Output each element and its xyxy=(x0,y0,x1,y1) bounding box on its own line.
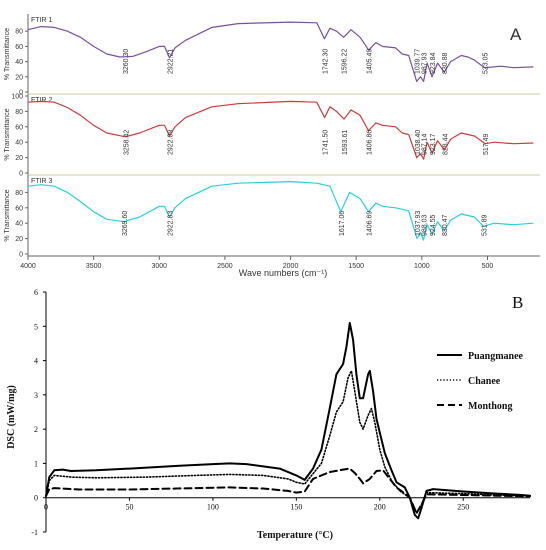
dsc-y-tick-label: 1 xyxy=(34,459,38,468)
ftir-y-tick-label: 80 xyxy=(15,190,23,197)
ftir-peak-label: 2922.83 xyxy=(167,211,174,236)
dsc-y-tick-label: 2 xyxy=(34,425,38,434)
ftir-peak-label: 923.84 xyxy=(430,52,437,74)
ftir-spectrum-3 xyxy=(27,181,534,241)
ftir-x-tick-label: 1000 xyxy=(414,263,430,270)
ftir-peak-label: 531.89 xyxy=(481,214,488,236)
ftir-x-tick-label: 3500 xyxy=(86,263,102,270)
dsc-x-tick-label: 250 xyxy=(457,503,469,512)
ftir-panel-label: A xyxy=(510,25,522,44)
ftir-x-tick-label: 2000 xyxy=(283,263,299,270)
ftir-peak-label: 988.03 xyxy=(421,214,428,236)
ftir-y-tick-label: 40 xyxy=(15,59,23,66)
ftir-y-tick-label: 0 xyxy=(19,90,23,97)
ftir-x-axis-label: Wave numbers (cm⁻¹) xyxy=(239,268,327,278)
dsc-y-tick-label: -1 xyxy=(31,528,38,537)
dsc-chart: B -1 0 1 2 3 4 5 6 0 50 100 150 200 250 Puangmanee Chan… xyxy=(0,282,546,550)
ftir-y-tick-label: 40 xyxy=(15,140,23,147)
ftir-spectrum-2 xyxy=(27,100,534,160)
ftir-x-tick-label: 3000 xyxy=(151,263,167,270)
ftir-y-tick-label: 60 xyxy=(15,44,23,51)
ftir-peak-label: 830.47 xyxy=(442,214,449,236)
ftir-y-tick-label: 60 xyxy=(15,124,23,131)
ftir-peak-label: 987.93 xyxy=(421,52,428,74)
ftir-y-tick-label: 60 xyxy=(15,205,23,212)
ftir-peak-label: 2922.21 xyxy=(168,49,175,74)
dsc-y-tick-label: 6 xyxy=(34,288,38,297)
dsc-y-tick-label: 5 xyxy=(34,322,38,331)
dsc-y-axis-label: DSC (mW/mg) xyxy=(6,385,17,449)
dsc-y-tick-label: 4 xyxy=(34,357,38,366)
ftir-peak-label: 923.17 xyxy=(430,133,437,155)
ftir-peak-label: 924.55 xyxy=(430,214,437,236)
ftir-y-tick-label: 20 xyxy=(15,74,23,81)
dsc-y-tick-label: 0 xyxy=(34,494,38,503)
ftir-peak-label: 1596.22 xyxy=(342,49,349,74)
ftir-x-tick-label: 4000 xyxy=(20,263,36,270)
ftir-x-tick-label: 1500 xyxy=(348,263,364,270)
ftir-y-tick-label: 40 xyxy=(15,221,23,228)
dsc-x-tick-label: 50 xyxy=(125,503,133,512)
ftir-peak-label: 1037.93 xyxy=(415,211,422,236)
ftir-chart: A FTIR 1 % Transmittance 0 20 40 60 80 3260.30 2… xyxy=(0,0,546,282)
dsc-x-tick-label: 200 xyxy=(374,503,386,512)
dsc-legend-label: Chanee xyxy=(468,376,501,387)
dsc-x-tick-label: 100 xyxy=(207,503,219,512)
dsc-legend-label: Puangmanee xyxy=(468,351,524,362)
ftir-y-tick-label: 0 xyxy=(19,252,23,259)
ftir-y-axis-label-2: % Transmittance xyxy=(4,108,11,160)
dsc-y-tick-label: 3 xyxy=(34,391,38,400)
ftir-y-tick-label: 100 xyxy=(11,94,23,101)
dsc-x-tick-label: 150 xyxy=(290,503,302,512)
ftir-y-tick-label: 20 xyxy=(15,155,23,162)
ftir-background xyxy=(0,0,546,282)
ftir-peak-label: 1742.30 xyxy=(322,49,329,74)
ftir-spectrum-1 xyxy=(27,21,534,82)
dsc-series-monthong xyxy=(45,467,531,515)
ftir-x-tick-label: 2500 xyxy=(217,263,233,270)
ftir-y-axis-label-1: % Transmittance xyxy=(4,28,11,80)
ftir-y-tick-label: 20 xyxy=(15,236,23,243)
ftir-y-tick-label: 80 xyxy=(15,109,23,116)
ftir-peak-label: 523.05 xyxy=(483,52,490,74)
ftir-peak-label: 3258.42 xyxy=(123,130,130,155)
dsc-background xyxy=(0,282,546,550)
ftir-subplot-name-2: FTIR 2 xyxy=(31,97,52,104)
ftir-peak-label: 1406.86 xyxy=(366,130,373,155)
ftir-x-tick-label: 500 xyxy=(482,263,494,270)
ftir-y-tick-label: 80 xyxy=(15,29,23,36)
dsc-panel-label: B xyxy=(512,293,523,312)
dsc-legend-label: Monthong xyxy=(468,401,512,412)
ftir-peak-label: 1039.77 xyxy=(415,49,422,74)
ftir-peak-label: 1741.50 xyxy=(323,130,330,155)
ftir-peak-label: 1593.61 xyxy=(342,130,349,155)
ftir-peak-label: 828.44 xyxy=(442,133,449,155)
ftir-peak-label: 987.14 xyxy=(422,133,429,155)
ftir-peak-label: 1406.69 xyxy=(367,211,374,236)
ftir-peak-label: 517.49 xyxy=(483,133,490,155)
ftir-y-axis-label-3: % Transmittance xyxy=(4,189,11,241)
ftir-peak-label: 830.88 xyxy=(442,52,449,74)
dsc-x-axis-label: Temperature (°C) xyxy=(257,530,333,541)
ftir-peak-label: 3260.30 xyxy=(123,49,130,74)
ftir-subplot-name-3: FTIR 3 xyxy=(31,178,52,185)
ftir-peak-label: 1405.49 xyxy=(367,49,374,74)
ftir-peak-label: 2922.09 xyxy=(168,130,175,155)
ftir-peak-label: 1617.06 xyxy=(339,211,346,236)
dsc-series-puangmanee xyxy=(45,321,531,520)
ftir-peak-label: 3269.60 xyxy=(122,211,129,236)
ftir-peak-label: 1038.40 xyxy=(415,130,422,155)
ftir-subplot-name-1: FTIR 1 xyxy=(31,17,52,24)
ftir-y-tick-label: 0 xyxy=(19,171,23,178)
dsc-x-tick-label: 0 xyxy=(44,503,48,512)
